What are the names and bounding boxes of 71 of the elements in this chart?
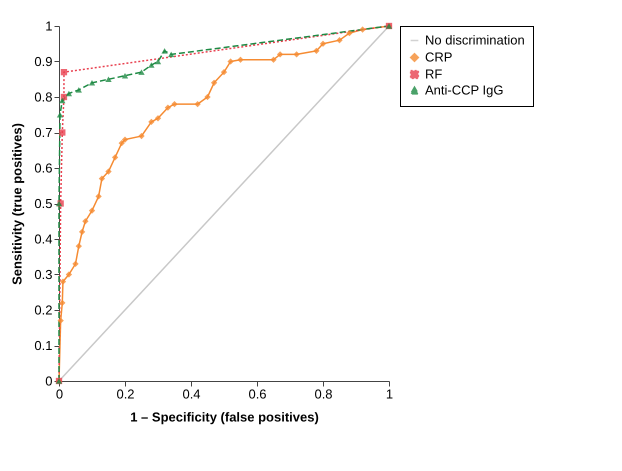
point xyxy=(194,100,201,108)
point xyxy=(148,62,155,68)
point xyxy=(220,68,228,76)
point xyxy=(72,260,79,268)
point xyxy=(66,90,72,96)
y-tick-label: 1 xyxy=(45,18,52,34)
point xyxy=(237,56,244,63)
point xyxy=(154,115,162,122)
point xyxy=(105,168,112,175)
point xyxy=(154,58,162,64)
point xyxy=(82,218,89,224)
point xyxy=(122,136,128,143)
point xyxy=(122,72,128,78)
point xyxy=(171,100,178,108)
y-tick-label: 0.1 xyxy=(34,338,52,353)
point xyxy=(313,48,320,54)
legend-label: CRP xyxy=(425,50,452,64)
point xyxy=(88,80,96,86)
y-tick-label: 0.9 xyxy=(34,54,52,69)
point xyxy=(210,80,218,86)
point xyxy=(60,278,66,285)
y-tick-label: 0.5 xyxy=(34,196,52,211)
y-tick-label: 0 xyxy=(45,374,52,388)
point xyxy=(88,207,96,214)
y-tick-label: 0.8 xyxy=(34,90,52,104)
x-tick-label: 0.8 xyxy=(314,386,333,402)
point xyxy=(270,56,277,63)
y-tick-label: 0.4 xyxy=(34,232,52,246)
point xyxy=(168,52,174,58)
point xyxy=(161,48,168,54)
x-tick-label: 0 xyxy=(56,386,64,402)
point xyxy=(59,98,66,104)
point xyxy=(359,26,366,33)
y-axis-title: Sensitivity (true positives) xyxy=(9,123,24,285)
point xyxy=(336,37,343,44)
point xyxy=(76,242,82,250)
point xyxy=(57,317,64,324)
x-tick-label: 0.6 xyxy=(248,386,267,402)
point xyxy=(112,154,118,161)
point xyxy=(320,40,326,47)
x-tick-label: 0.2 xyxy=(116,386,135,402)
point xyxy=(227,58,234,65)
point xyxy=(138,69,145,75)
point xyxy=(118,140,125,146)
point xyxy=(98,175,106,182)
point xyxy=(346,30,353,36)
x-tick-label: 1 xyxy=(386,386,394,402)
point xyxy=(148,118,155,126)
y-tick-label: 0.6 xyxy=(34,160,52,176)
point xyxy=(204,94,211,100)
point xyxy=(276,51,284,58)
point xyxy=(60,68,68,76)
point xyxy=(164,104,172,111)
legend-label: Anti-CCP IgG xyxy=(425,82,504,98)
legend-label: RF xyxy=(425,66,442,82)
y-tick-label: 0.3 xyxy=(34,267,52,282)
point xyxy=(78,228,86,236)
point xyxy=(56,112,64,118)
point xyxy=(105,76,112,82)
x-tick-label: 0.4 xyxy=(182,386,201,402)
point xyxy=(95,193,102,200)
point xyxy=(293,51,300,58)
legend-label: No discrimination xyxy=(425,32,525,48)
point xyxy=(59,129,66,136)
point xyxy=(138,132,145,140)
y-tick-label: 0.7 xyxy=(34,125,52,140)
point xyxy=(59,300,66,306)
point xyxy=(76,87,82,93)
x-axis-title: 1 – Specificity (false positives) xyxy=(130,410,319,424)
y-tick-label: 0.2 xyxy=(34,302,52,318)
point xyxy=(66,271,72,278)
